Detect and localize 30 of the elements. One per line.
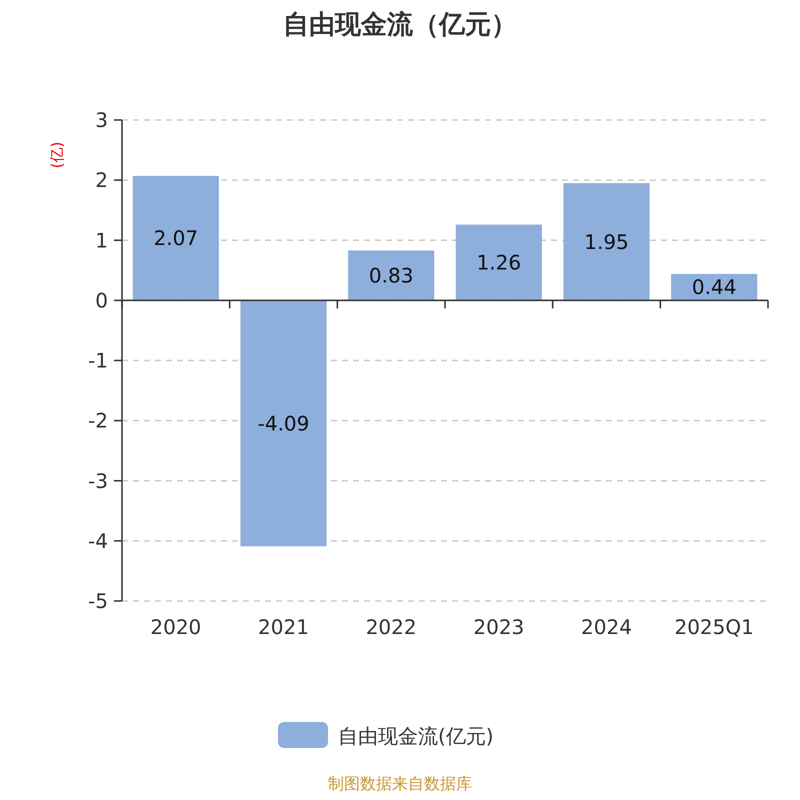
bar (348, 250, 434, 300)
text: 制图数据来自数据库 (328, 774, 472, 793)
y-tick-label: 3 (95, 108, 108, 132)
bar (563, 183, 650, 300)
y-axis-title: (亿) (48, 142, 66, 168)
bar (456, 224, 542, 300)
data-label: -4.09 (258, 411, 310, 436)
data-label: 0.83 (368, 263, 414, 288)
bar (132, 176, 219, 300)
y-tick-label: 1 (95, 228, 108, 252)
x-tick-label: 2024 (581, 615, 632, 639)
data-label: 1.95 (584, 230, 629, 254)
legend-label: 自由现金流(亿元) (338, 724, 494, 748)
y-tick-label: -4 (88, 528, 108, 553)
chart-title: 自由现金流（亿元） (283, 10, 517, 40)
x-tick-label: 2025Q1 (674, 615, 754, 639)
x-tick-label: 2021 (258, 615, 309, 639)
data-label: 1.26 (476, 250, 522, 274)
y-tick-label: -3 (88, 468, 108, 493)
y-tick-label: 2 (95, 168, 108, 192)
y-tick-label: -1 (88, 348, 108, 372)
x-tick-label: 2020 (150, 615, 202, 639)
x-tick-label: 2023 (473, 615, 524, 639)
y-tick-label: -5 (88, 589, 108, 613)
data-label: 2.07 (154, 226, 198, 250)
y-tick-label: -2 (88, 408, 108, 433)
x-tick-label: 2022 (366, 615, 417, 639)
bar (240, 300, 327, 546)
y-tick-label: 0 (95, 288, 108, 312)
data-label: 0.44 (692, 275, 736, 300)
